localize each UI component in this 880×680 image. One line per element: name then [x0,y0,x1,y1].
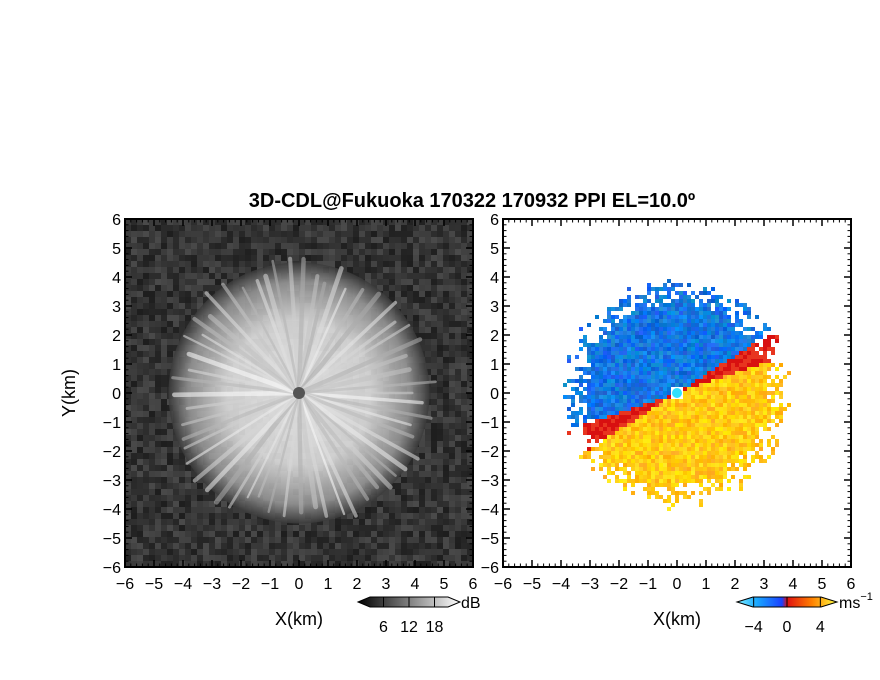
velocity-x-tick-label: 3 [760,576,769,593]
intensity-x-tick-label: −5 [145,576,163,593]
intensity-y-tick-label: 4 [112,270,121,287]
chart-title: 3D-CDL@Fukuoka 170322 170932 PPI EL=10.0… [249,190,695,212]
velocity-x-tick-label: −2 [610,576,628,593]
intensity-ticks: −6 −5 −4 −3 −2 −1 0 1 2 3 4 5 6 6 5 4 3 2 1 0 −1 −2 −3 −4 −5 −6 [103,212,478,593]
velocity-x-tick-label: −5 [523,576,541,593]
velocity-x-tick-label: −4 [552,576,570,593]
intensity-y-tick-label: −4 [103,502,121,519]
velocity-y-tick-label: 0 [490,386,499,403]
intensity-x-tick-label: 5 [440,576,449,593]
intensity-x-tick-label: 4 [411,576,420,593]
intensity-x-tick-label: −6 [116,576,134,593]
intensity-y-tick-label: −6 [103,560,121,577]
velocity-y-tick-label: −3 [481,473,499,490]
velocity-colorbar: −4 0 4 ms−1 [735,591,873,636]
velocity-x-axis-label: X(km) [653,609,701,629]
intensity-colorbar-unit: dB [461,595,481,612]
intensity-y-tick-label: 5 [112,241,121,258]
intensity-x-tick-label: 3 [382,576,391,593]
intensity-x-tick-label: −2 [232,576,250,593]
intensity-y-tick-label: 6 [112,212,121,229]
velocity-y-tick-label: −1 [481,415,499,432]
velocity-y-tick-label: 2 [490,328,499,345]
intensity-x-tick-label: 1 [324,576,333,593]
velocity-y-tick-label: −2 [481,444,499,461]
colorbar-tick-label: 0 [783,619,792,636]
intensity-colorbar: 6 12 18 dB [356,595,481,636]
colorbar-tick-label: −4 [745,619,763,636]
velocity-x-tick-label: 0 [673,576,682,593]
velocity-y-tick-label: 1 [490,357,499,374]
intensity-y-tick-label: 3 [112,299,121,316]
velocity-y-tick-label: −5 [481,531,499,548]
intensity-x-tick-label: 0 [295,576,304,593]
colorbar-tick-label: 12 [400,619,418,636]
velocity-x-tick-label: −3 [581,576,599,593]
velocity-colorbar-unit: ms [839,595,860,612]
velocity-x-tick-label: 1 [702,576,711,593]
intensity-x-axis-label: X(km) [275,609,323,629]
velocity-x-tick-label: −1 [639,576,657,593]
intensity-y-tick-label: −3 [103,473,121,490]
velocity-ticks: −6 −5 −4 −3 −2 −1 0 1 2 3 4 5 6 6 5 4 3 2 1 0 −1 −2 −3 −4 −5 −6 [481,212,856,593]
intensity-y-tick-label: 2 [112,328,121,345]
velocity-x-tick-label: −6 [494,576,512,593]
intensity-y-tick-label: −1 [103,415,121,432]
velocity-y-tick-label: 6 [490,212,499,229]
velocity-y-tick-label: 4 [490,270,499,287]
colorbar-tick-label: 4 [816,619,825,636]
velocity-panel: −6 −5 −4 −3 −2 −1 0 1 2 3 4 5 6 6 5 4 3 2 1 0 −1 −2 −3 −4 −5 −6 X… [481,212,873,636]
intensity-x-tick-label: −1 [261,576,279,593]
intensity-x-tick-label: −4 [174,576,192,593]
colorbar-tick-label: 6 [379,619,388,636]
intensity-y-axis-label: Y(km) [59,369,79,417]
intensity-y-tick-label: −2 [103,444,121,461]
velocity-x-tick-label: 6 [847,576,856,593]
intensity-x-tick-label: 6 [469,576,478,593]
colorbar-tick-label: 18 [426,619,444,636]
velocity-colorbar-unit-exponent: −1 [860,591,873,603]
intensity-echo [168,256,437,524]
velocity-x-tick-label: 4 [789,576,798,593]
velocity-radar-site-marker [672,388,682,398]
intensity-x-tick-label: 2 [353,576,362,593]
velocity-y-tick-label: −4 [481,502,499,519]
velocity-y-tick-label: −6 [481,560,499,577]
intensity-y-tick-label: −5 [103,531,121,548]
velocity-y-tick-label: 3 [490,299,499,316]
radar-site-marker [293,387,305,399]
intensity-x-tick-label: −3 [203,576,221,593]
intensity-y-tick-label: 0 [112,386,121,403]
intensity-y-tick-label: 1 [112,357,121,374]
velocity-echo [563,279,791,511]
velocity-x-tick-label: 2 [731,576,740,593]
velocity-x-tick-label: 5 [818,576,827,593]
velocity-y-tick-label: 5 [490,241,499,258]
